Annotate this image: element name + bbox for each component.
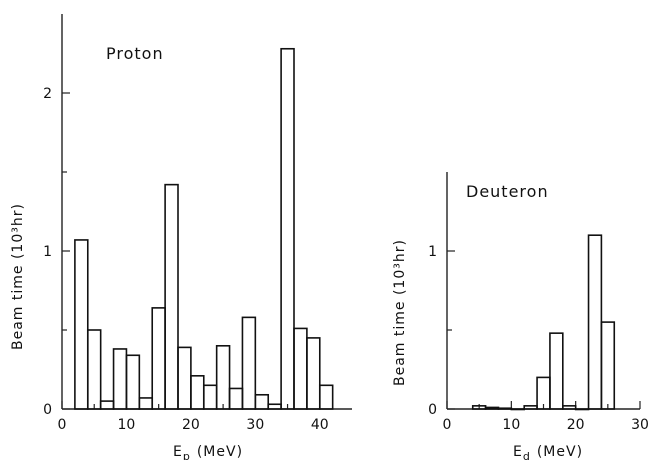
histogram-bin: [99, 400, 115, 410]
histogram-bin: [510, 408, 526, 411]
deuteron-histogram: [471, 234, 616, 411]
histogram-bin: [523, 405, 538, 410]
histogram-bin: [202, 384, 218, 410]
y-tick-label: 0: [428, 402, 437, 418]
x-tick-label: 30: [631, 417, 649, 433]
y-tick-label: 1: [43, 244, 52, 260]
histogram-bin: [561, 405, 577, 410]
histogram-bin: [280, 47, 295, 410]
histogram-bin: [125, 354, 141, 410]
proton-histogram: [74, 47, 334, 410]
x-tick-label: 0: [58, 417, 67, 433]
histogram-bin: [164, 183, 179, 410]
histogram-bin: [267, 403, 282, 410]
histogram-bin: [228, 387, 244, 410]
histogram-bin: [241, 316, 257, 410]
deuteron-y-label: Beam time (10³hr): [392, 239, 408, 386]
deuteron-panel: 0 10 20 30 0 1 Deuteron Beam time (10³hr) Ed(…: [392, 172, 649, 460]
histogram-bin: [484, 406, 500, 410]
x-tick-label: 10: [118, 417, 136, 433]
histogram-bin: [112, 348, 128, 410]
x-tick-label: 30: [246, 417, 264, 433]
y-tick-label: 0: [43, 402, 52, 418]
histogram-bin: [138, 397, 154, 410]
histogram-bin: [86, 329, 102, 410]
x-tick-label: 40: [311, 417, 329, 433]
histogram-bin: [549, 332, 564, 410]
x-tick-label: 10: [502, 417, 520, 433]
histogram-bin: [74, 239, 89, 410]
x-tick-label: 20: [182, 417, 200, 433]
proton-y-label: Beam time (10³hr): [10, 203, 26, 350]
histogram-bin: [587, 234, 603, 410]
y-tick-label: 1: [428, 244, 437, 260]
histogram-bin: [151, 307, 166, 410]
deuteron-title: Deuteron: [466, 182, 549, 201]
y-tick-label: 2: [43, 86, 52, 102]
proton-ticks: 0 10 20 30 40 0 1 2: [43, 86, 329, 433]
proton-panel: 0 10 20 30 40 0 1 2 Proton Beam time (10³hr) Ep…: [10, 14, 352, 460]
proton-title: Proton: [106, 44, 164, 63]
histogram-bin: [600, 321, 616, 410]
histogram-bin: [497, 407, 513, 410]
deuteron-ticks: 0 10 20 30 0 1: [428, 244, 649, 433]
x-tick-label: 20: [567, 417, 585, 433]
histogram-bin: [293, 327, 308, 410]
deuteron-x-label: Ed (MeV): [513, 444, 583, 460]
x-tick-label: 0: [443, 417, 452, 433]
histogram-bin: [177, 346, 192, 410]
histogram-bin: [318, 384, 334, 410]
histogram-bin: [254, 393, 270, 410]
histogram-bin: [190, 375, 205, 410]
histogram-bin: [306, 337, 321, 410]
proton-x-label: Ep (MeV): [173, 444, 243, 460]
histogram-bin: [574, 408, 590, 411]
histogram-bin: [215, 344, 231, 410]
